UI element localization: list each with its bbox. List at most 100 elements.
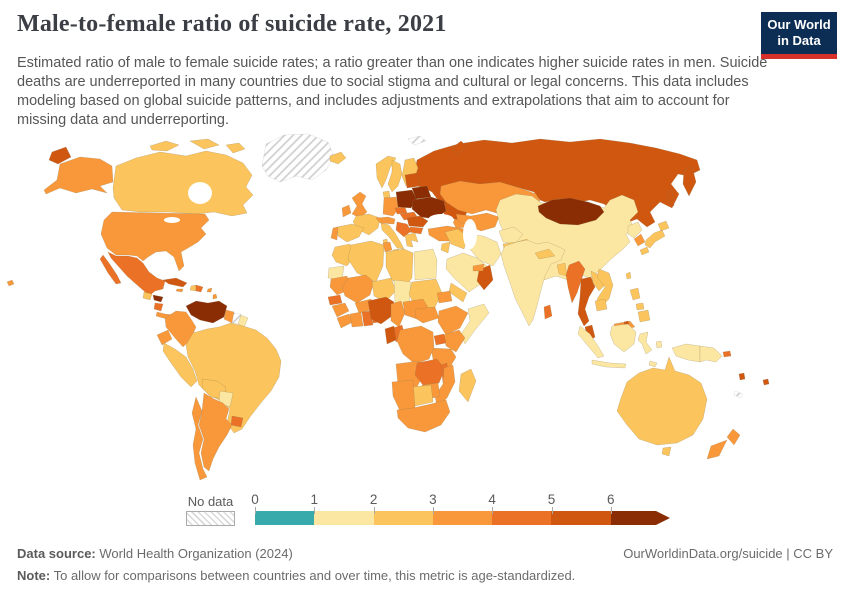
region-indonesia[interactable]: Indonesia	[577, 323, 701, 369]
region-spain[interactable]: Spain	[336, 223, 365, 243]
region-austria-switzerland[interactable]: Austria & Switzerland	[375, 216, 396, 225]
region-hawaii[interactable]: United States	[6, 279, 15, 287]
attribution-link[interactable]: OurWorldinData.org/suicide | CC BY	[623, 546, 833, 561]
region-south-korea[interactable]: South Korea	[633, 233, 646, 247]
region-russia-novaya-zemlya[interactable]: Russia	[451, 140, 468, 156]
region-uae-qatar[interactable]: UAE & Qatar	[472, 263, 485, 272]
region-tasmania[interactable]: Australia	[661, 446, 672, 457]
region-thailand[interactable]: Thailand	[577, 276, 596, 327]
region-ireland[interactable]: Ireland	[341, 204, 352, 218]
region-mexico[interactable]: Mexico	[107, 251, 166, 297]
region-nepal[interactable]: Nepal	[534, 248, 556, 260]
region-philippines[interactable]: Philippines	[629, 287, 651, 323]
region-vanuatu[interactable]: Vanuatu	[738, 372, 746, 381]
region-uganda[interactable]: Uganda	[433, 333, 447, 346]
region-sri-lanka[interactable]: Sri Lanka	[543, 304, 553, 320]
region-niger[interactable]: Niger	[371, 277, 397, 303]
region-brazil[interactable]: Brazil	[185, 322, 282, 434]
legend-segment-5-6[interactable]	[551, 511, 611, 525]
region-jamaica[interactable]: Jamaica	[175, 288, 184, 293]
region-eritrea[interactable]: Eritrea	[436, 290, 453, 304]
region-chile[interactable]: Chile	[191, 396, 208, 481]
region-bulgaria[interactable]: Bulgaria	[408, 226, 424, 235]
region-greece[interactable]: Greece	[404, 232, 419, 248]
region-solomon-islands[interactable]: Solomon Islands	[722, 350, 732, 358]
region-algeria[interactable]: Algeria	[347, 240, 385, 283]
region-russia-chukotka[interactable]: Russia	[48, 146, 72, 165]
region-japan[interactable]: Japan	[639, 220, 670, 256]
region-portugal[interactable]: Portugal	[330, 226, 339, 241]
region-romania[interactable]: Romania	[406, 215, 429, 228]
region-sweden[interactable]: Sweden	[387, 159, 403, 193]
region-baltic-states[interactable]: Baltic states	[404, 172, 421, 189]
region-canada[interactable]: Canada	[112, 150, 254, 217]
region-balkans[interactable]: Western Balkans	[395, 221, 412, 238]
region-norway[interactable]: Norway	[375, 155, 397, 189]
region-united-states[interactable]: United States	[100, 211, 210, 272]
region-svalbard[interactable]: Svalbard	[407, 135, 427, 146]
region-india[interactable]: India	[500, 239, 566, 327]
region-south-africa[interactable]: South Africa	[396, 399, 451, 433]
region-afghanistan[interactable]: Afghanistan	[498, 226, 524, 245]
region-venezuela[interactable]: Venezuela	[185, 300, 228, 324]
region-cote-divoire[interactable]: Cote d'Ivoire	[349, 311, 364, 328]
no-data-swatch[interactable]	[186, 511, 235, 526]
legend-segment-0-1[interactable]	[255, 511, 315, 525]
region-ecuador[interactable]: Ecuador	[156, 329, 173, 346]
legend-segment-6+[interactable]	[610, 511, 656, 525]
region-honduras[interactable]: Honduras	[152, 294, 164, 303]
region-senegal[interactable]: Senegal	[327, 294, 343, 306]
region-myanmar[interactable]: Myanmar	[565, 260, 586, 304]
region-zambia[interactable]: Zambia	[414, 358, 446, 386]
region-argentina[interactable]: Argentina	[198, 392, 233, 472]
legend-segment-2-3[interactable]	[373, 511, 433, 525]
region-cambodia[interactable]: Cambodia	[594, 298, 608, 312]
region-mongolia[interactable]: Mongolia	[537, 197, 605, 226]
region-jordan-israel[interactable]: Jordan & Israel	[440, 241, 451, 254]
region-somalia[interactable]: Somalia	[460, 303, 490, 345]
legend-segment-4-5[interactable]	[492, 511, 552, 525]
region-madagascar[interactable]: Madagascar	[458, 368, 477, 403]
region-ethiopia[interactable]: Ethiopia	[437, 305, 469, 336]
region-oman[interactable]: Oman	[476, 264, 494, 291]
region-tunisia[interactable]: Tunisia	[382, 241, 393, 253]
region-cuba[interactable]: Cuba	[162, 277, 188, 288]
region-lesser-antilles[interactable]: Lesser Antilles	[206, 287, 218, 300]
region-russia-sakhalin[interactable]: Russia	[667, 189, 675, 207]
region-egypt[interactable]: Egypt	[413, 248, 438, 281]
region-haiti[interactable]: Haiti	[189, 284, 197, 292]
region-papua-new-guinea[interactable]: Papua New Guinea	[699, 345, 723, 363]
region-canada-arctic3[interactable]: Canada	[225, 142, 246, 154]
region-fiji[interactable]: Fiji	[762, 378, 770, 386]
region-alaska[interactable]: United States	[43, 156, 114, 195]
region-greenland[interactable]: Greenland	[261, 133, 335, 183]
region-new-caledonia[interactable]: New Caledonia	[733, 390, 744, 399]
region-gabon[interactable]: Gabon	[384, 325, 397, 345]
region-timor[interactable]: Timor-Leste	[648, 360, 658, 368]
region-uruguay[interactable]: Uruguay	[230, 415, 244, 428]
region-canada-arctic2[interactable]: Canada	[189, 138, 220, 150]
region-yemen[interactable]: Yemen	[448, 282, 468, 303]
region-guatemala[interactable]: Guatemala	[142, 291, 153, 301]
region-namibia[interactable]: Namibia	[391, 379, 416, 412]
region-kenya[interactable]: Kenya	[443, 329, 466, 353]
region-uzbekistan-turkmenistan[interactable]: Uzbekistan & Turkmenistan	[455, 212, 500, 232]
region-germany[interactable]: Germany	[382, 196, 400, 217]
legend-segment-3-4[interactable]	[432, 511, 493, 525]
region-iceland[interactable]: Iceland	[329, 151, 347, 165]
region-australia[interactable]: Australia	[616, 356, 708, 446]
region-nicaragua[interactable]: Nicaragua	[153, 302, 164, 312]
region-czechia[interactable]: Czechia	[394, 206, 408, 215]
region-cameroon[interactable]: Cameroon	[390, 300, 406, 328]
region-dr-congo[interactable]: Democratic Republic of Congo	[396, 325, 435, 365]
region-north-korea[interactable]: North Korea	[627, 221, 643, 239]
region-guinea[interactable]: Guinea	[331, 302, 350, 318]
region-baja[interactable]: Mexico	[99, 254, 122, 285]
owid-logo[interactable]: Our World in Data	[761, 12, 837, 59]
region-south-sudan[interactable]: South Sudan	[414, 306, 440, 324]
region-mali[interactable]: Mali	[341, 274, 375, 304]
legend-segment-1-2[interactable]	[314, 511, 374, 525]
region-denmark[interactable]: Denmark	[382, 190, 391, 199]
region-russia-kamchatka[interactable]: Russia	[682, 165, 697, 197]
region-dominican-republic[interactable]: Dominican Republic	[195, 284, 204, 293]
